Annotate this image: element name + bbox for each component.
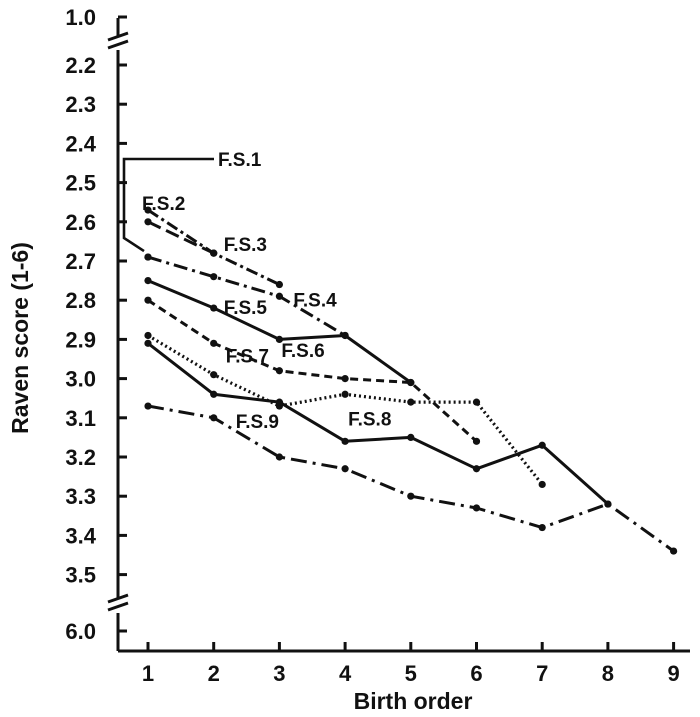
- data-point: [341, 465, 349, 473]
- series-line: [147, 342, 609, 506]
- x-tick-label: 4: [339, 661, 352, 686]
- series-label: F.S.1: [218, 150, 262, 171]
- data-point: [275, 398, 283, 406]
- data-point: [275, 453, 283, 461]
- data-point: [210, 371, 218, 379]
- series-label: F.S.5: [224, 298, 268, 319]
- series-labels: F.S.2 F.S.3 F.S.4 F.S.5 F.S.6 F.S.7 F.S.8 F.S.9…: [122, 150, 391, 433]
- data-point: [210, 304, 218, 312]
- y-tick-label: 3.4: [65, 523, 96, 548]
- data-point: [275, 367, 283, 375]
- data-point: [210, 414, 218, 422]
- fs1-callout-line: [122, 157, 214, 253]
- x-tick-label: 6: [470, 661, 482, 686]
- series-line: [147, 298, 478, 443]
- y-axis-break-top: [107, 31, 129, 50]
- data-point: [407, 398, 415, 406]
- data-point: [144, 218, 152, 226]
- x-tick-label: 5: [405, 661, 417, 686]
- x-tick-label: 9: [667, 661, 679, 686]
- data-point: [341, 390, 349, 398]
- y-tick-label: 2.2: [65, 53, 96, 78]
- y-tick-label: 2.9: [65, 327, 96, 352]
- x-axis-ticks: 1 2 3 4 5 6 7 8 9: [142, 642, 680, 686]
- data-point: [472, 504, 481, 512]
- y-tick-label: 3.0: [65, 367, 96, 392]
- y-tick-label: 3.1: [65, 406, 96, 431]
- y-axis-title: Raven score (1-6): [7, 242, 33, 434]
- data-point: [407, 492, 415, 500]
- data-point: [538, 441, 546, 449]
- data-point: [275, 280, 283, 289]
- data-point: [472, 465, 481, 473]
- data-point: [407, 433, 415, 441]
- data-point: [144, 277, 152, 285]
- y-tick-label: 3.2: [65, 445, 96, 470]
- y-axis-ticks: 1.0 2.2 2.3 2.4 2.5 2.6 2.7 2.8 2.9 3.0 3.1 3.2 3.3 3…: [65, 5, 127, 644]
- data-point: [472, 398, 481, 406]
- data-point: [144, 331, 152, 340]
- y-tick-label: 2.8: [65, 288, 96, 313]
- y-tick-label: 2.4: [65, 131, 96, 156]
- y-tick-label: 3.3: [65, 484, 96, 509]
- data-point: [341, 375, 349, 383]
- series-line: [147, 220, 215, 255]
- data-point: [670, 547, 678, 555]
- data-point: [275, 335, 283, 343]
- data-point: [210, 339, 218, 347]
- data-point: [341, 437, 349, 445]
- series-label: F.S.7: [226, 347, 269, 368]
- x-tick-label: 1: [142, 661, 154, 686]
- y-tick-label: 6.0: [65, 619, 96, 644]
- x-tick-label: 2: [208, 661, 220, 686]
- data-point: [407, 378, 415, 387]
- series-label: F.S.4: [293, 290, 337, 311]
- series-label: F.S.6: [281, 341, 324, 362]
- y-axis-break-bottom: [107, 593, 129, 612]
- y-tick-label: 2.6: [65, 210, 96, 235]
- data-point: [144, 253, 152, 261]
- data-point: [144, 339, 152, 347]
- x-tick-label: 8: [602, 661, 614, 686]
- series-label: F.S.3: [224, 235, 267, 256]
- data-point: [144, 402, 152, 410]
- axes: [107, 18, 690, 653]
- data-point: [144, 296, 152, 304]
- series-points: [144, 206, 678, 555]
- x-tick-label: 3: [273, 661, 285, 686]
- x-axis-title: Birth order: [354, 688, 473, 714]
- series-label: F.S.8: [348, 409, 391, 430]
- data-point: [341, 331, 349, 340]
- series-label: F.S.2: [142, 194, 185, 215]
- y-tick-label: 1.0: [65, 5, 96, 30]
- series-label: F.S.9: [236, 412, 279, 433]
- series-line: [147, 255, 346, 337]
- series-line: [147, 404, 675, 553]
- x-tick-label: 7: [536, 661, 548, 686]
- data-point: [275, 292, 283, 300]
- data-point: [210, 273, 218, 281]
- y-tick-label: 2.3: [65, 92, 96, 117]
- data-point: [472, 437, 481, 445]
- data-point: [538, 480, 546, 489]
- series-line: [147, 334, 544, 486]
- y-tick-label: 2.5: [65, 171, 96, 196]
- y-tick-label: 3.5: [65, 563, 96, 588]
- data-point: [538, 523, 546, 532]
- data-point: [144, 206, 152, 214]
- data-point: [604, 500, 612, 508]
- y-tick-label: 2.7: [65, 249, 96, 274]
- data-point: [210, 390, 218, 398]
- data-point: [210, 249, 218, 257]
